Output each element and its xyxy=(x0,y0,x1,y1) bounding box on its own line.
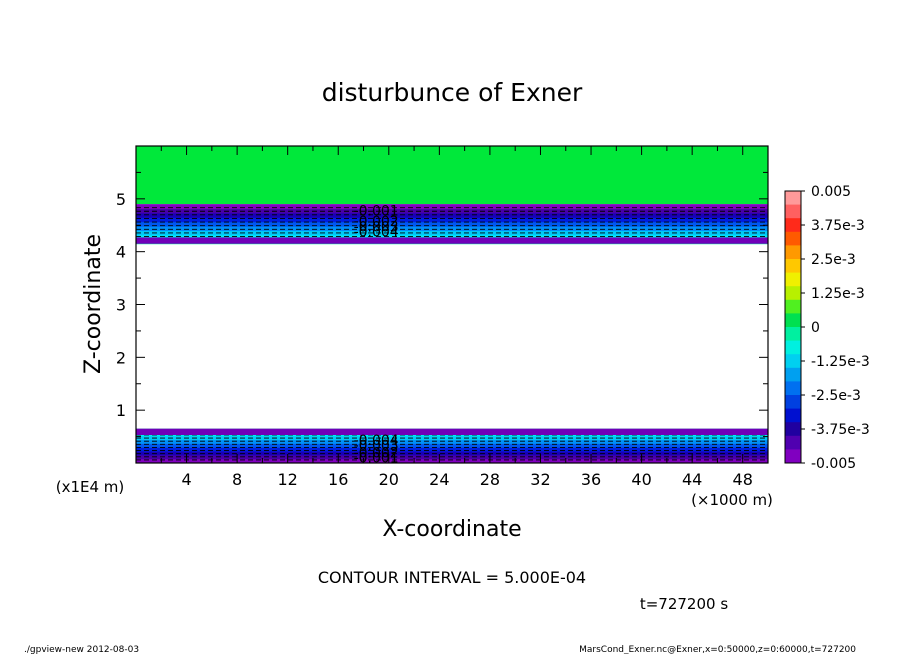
x-tick-label: 36 xyxy=(581,470,601,489)
x-tick-label: 24 xyxy=(429,470,449,489)
x-tick-label: 28 xyxy=(480,470,500,489)
contour-label: -0.002 xyxy=(354,445,399,461)
x-tick-label: 4 xyxy=(181,470,191,489)
x-tick-label: 20 xyxy=(379,470,399,489)
x-tick-label: 40 xyxy=(631,470,651,489)
contour-label: -0.002 xyxy=(354,214,399,230)
x-axis-label: X-coordinate xyxy=(382,517,521,542)
y-tick-label: 3 xyxy=(116,296,126,315)
colorbar-swatch xyxy=(785,231,801,246)
x-unit-label: (×1000 m) xyxy=(691,491,773,509)
colorbar-label: 0 xyxy=(811,320,820,336)
y-axis-label: Z-coordinate xyxy=(81,234,106,374)
y-axis: 1 2 3 4 5 xyxy=(116,171,768,438)
contour-fill-level xyxy=(136,455,768,460)
plot-area: -0.001-0.002-0.003-0.004-0.004-0.003-0.0… xyxy=(136,146,768,467)
x-tick-label: 48 xyxy=(733,470,753,489)
contour-fill-level xyxy=(136,217,768,223)
chart-title: disturbunce of Exner xyxy=(322,78,583,107)
colorbar-swatch xyxy=(785,340,801,355)
colorbar-label: 2.5e-3 xyxy=(811,252,856,268)
contour-fill-level xyxy=(136,212,768,218)
contour-fill-level xyxy=(136,204,768,210)
colorbar-label: 0.005 xyxy=(811,184,851,200)
colorbar-label: 3.75e-3 xyxy=(811,218,865,234)
colorbar-swatch xyxy=(785,218,801,233)
footer-right: MarsCond_Exner.nc@Exner,x=0:50000,z=0:60… xyxy=(579,645,856,654)
upper-band-edge xyxy=(136,237,768,244)
contour-interval-text: CONTOUR INTERVAL = 5.000E-04 xyxy=(318,568,586,587)
colorbar-swatch xyxy=(785,286,801,301)
colorbar-swatch xyxy=(785,354,801,369)
x-tick-label: 32 xyxy=(530,470,550,489)
colorbar-label: -3.75e-3 xyxy=(811,422,870,438)
colorbar-swatch xyxy=(785,395,801,410)
y-unit-label: (x1E4 m) xyxy=(56,478,125,496)
y-tick-label: 5 xyxy=(116,190,126,209)
colorbar-swatch xyxy=(785,422,801,437)
colorbar-swatch xyxy=(785,299,801,314)
x-tick-label: 16 xyxy=(328,470,348,489)
colorbar-swatch xyxy=(785,435,801,450)
y-tick-label: 1 xyxy=(116,401,126,420)
colorbar-swatch xyxy=(785,191,801,206)
colorbar-swatch xyxy=(785,327,801,342)
colorbar-label: 1.25e-3 xyxy=(811,286,865,302)
contour-fill-level xyxy=(136,447,768,453)
x-tick-label: 12 xyxy=(278,470,298,489)
x-tick-label: 44 xyxy=(682,470,702,489)
colorbar-swatch xyxy=(785,449,801,464)
contour-fill-level xyxy=(136,443,768,449)
contour-label: -0.003 xyxy=(354,219,399,235)
contour-fill-level xyxy=(136,226,768,232)
colorbar-label: -0.005 xyxy=(811,456,856,472)
colorbar-swatch xyxy=(785,272,801,287)
colorbar-swatch xyxy=(785,259,801,274)
contour-fill-level xyxy=(136,221,768,227)
colorbar-swatch xyxy=(785,204,801,219)
x-axis: 4 8 12 16 20 24 28 32 36 40 44 48 xyxy=(160,146,753,489)
contour-fill-level xyxy=(136,234,768,240)
colorbar-label: -1.25e-3 xyxy=(811,354,870,370)
time-label: t=727200 s xyxy=(640,595,728,613)
y-tick-label: 2 xyxy=(116,348,126,367)
zero-region xyxy=(136,146,768,205)
colorbar-swatch xyxy=(785,381,801,396)
y-tick-label: 4 xyxy=(116,243,126,262)
colorbar-swatch xyxy=(785,313,801,328)
colorbar-swatch xyxy=(785,367,801,382)
colorbar-swatch xyxy=(785,245,801,260)
contour-label: -0.004 xyxy=(354,225,399,241)
contour-label: -0.004 xyxy=(354,433,399,449)
contour-label: -0.001 xyxy=(354,203,399,219)
lower-band-edge xyxy=(136,428,768,435)
x-tick-label: 8 xyxy=(232,470,242,489)
colorbar: 0.005 3.75e-3 2.5e-3 1.25e-3 0 -1.25e-3 -2.5e-… xyxy=(784,184,870,472)
colorbar-swatch xyxy=(785,408,801,423)
contour-fill-level xyxy=(136,459,768,463)
footer-left: ./gpview-new 2012-08-03 xyxy=(24,645,139,654)
contour-label: -0.003 xyxy=(354,438,399,454)
contour-fill-level xyxy=(136,440,768,445)
contour-label: -0.001 xyxy=(354,451,399,467)
colorbar-label: -2.5e-3 xyxy=(811,388,861,404)
